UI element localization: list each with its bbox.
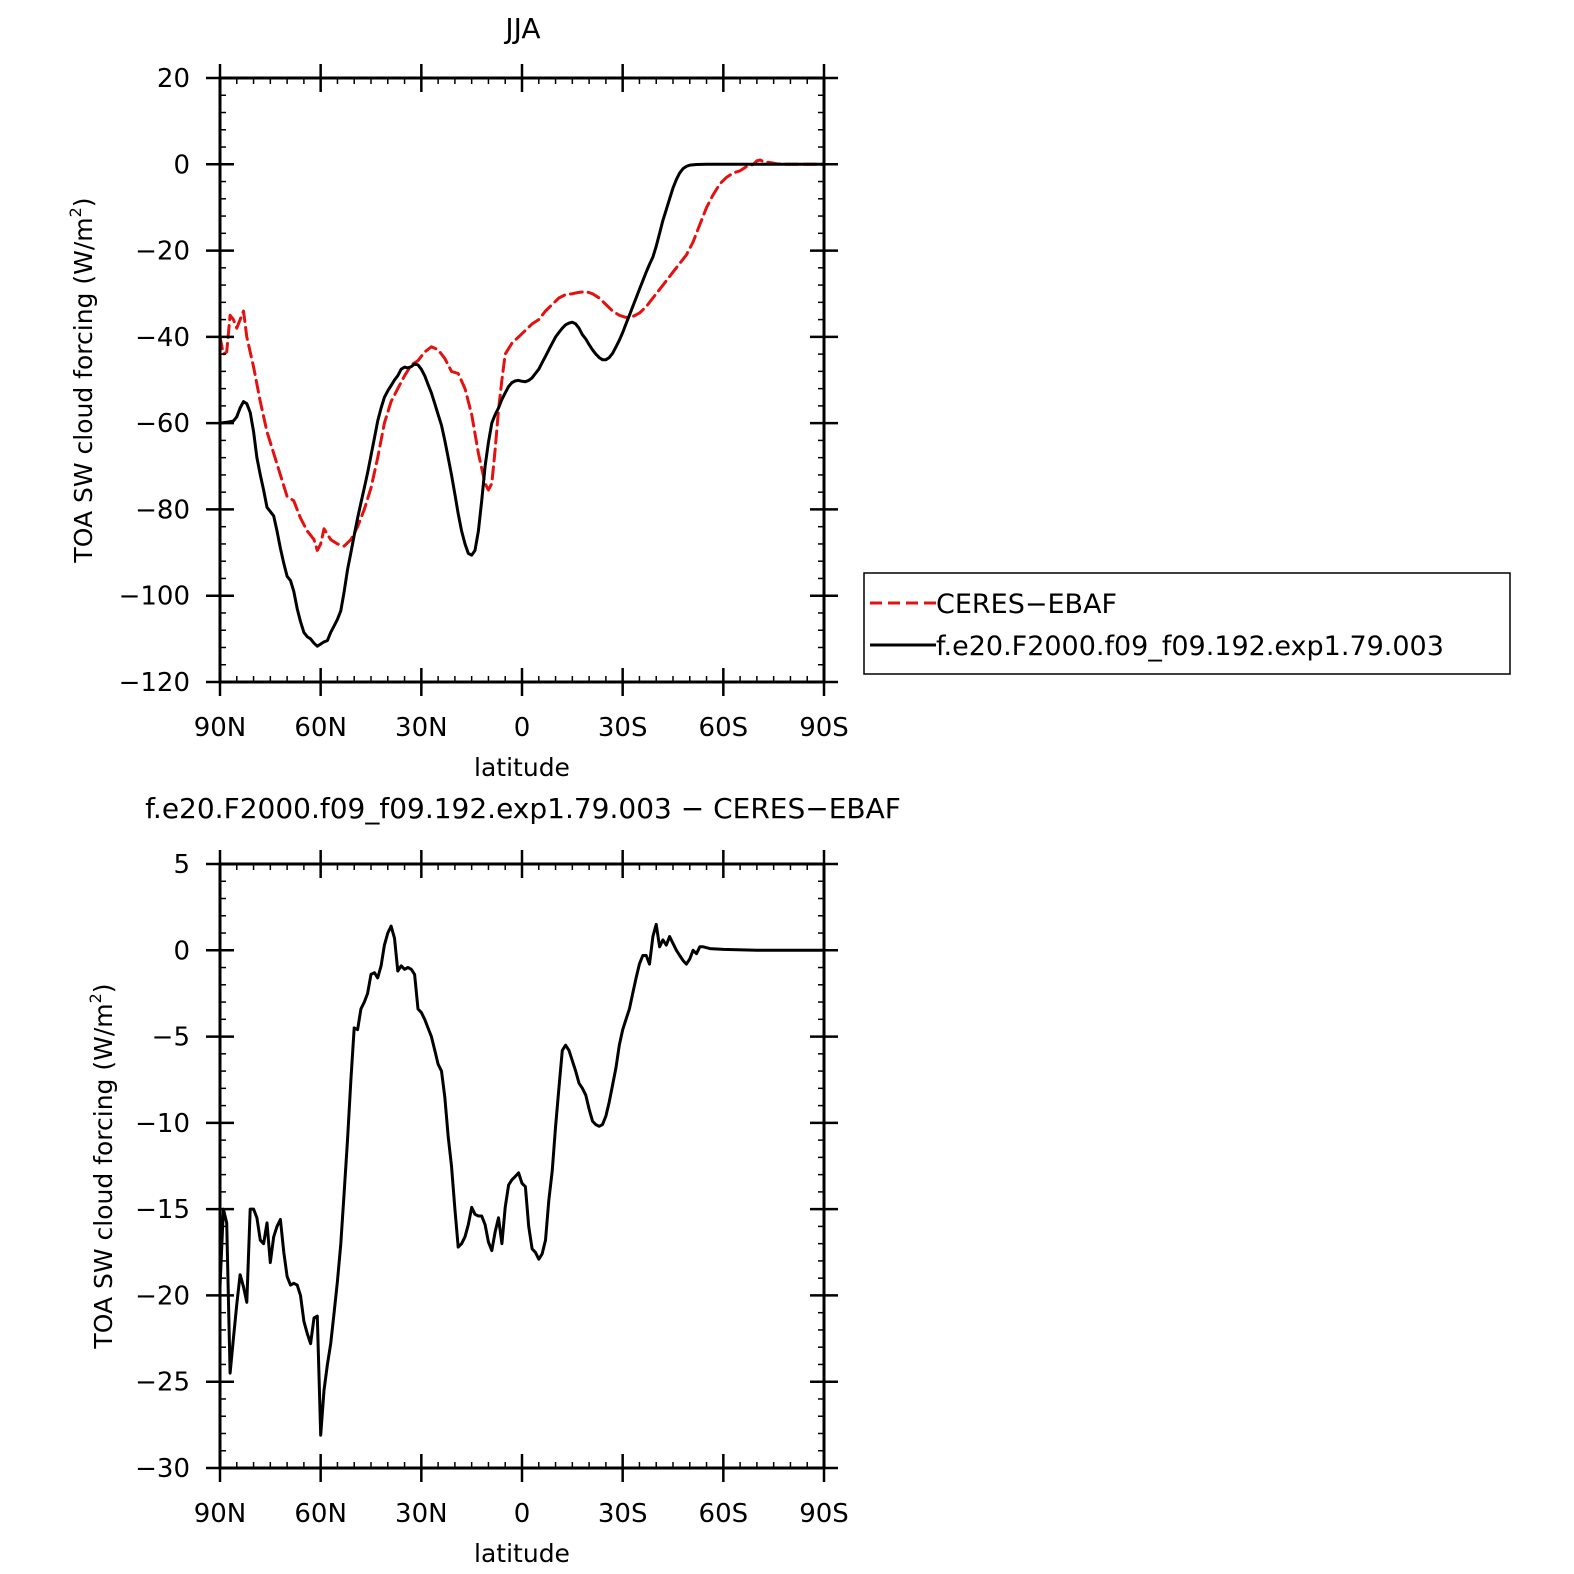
top-x-tick-label: 30S: [598, 713, 648, 743]
bottom-x-tick-label: 90S: [799, 1499, 849, 1529]
top-x-tick-labels: 90N 60N 30N 0 30S 60S 90S: [194, 713, 849, 743]
top-x-axis-title: latitude: [474, 753, 570, 782]
bottom-y-tick-label: −30: [135, 1454, 190, 1484]
bottom-y-axis-title-main: TOA SW cloud forcing (W/m: [89, 1003, 118, 1349]
bottom-y-tick-label: 5: [173, 850, 190, 880]
top-x-tick-label: 0: [514, 713, 531, 743]
top-y-axis-title-main: TOA SW cloud forcing (W/m: [69, 217, 98, 563]
top-y-tick-label: −100: [119, 582, 190, 612]
bottom-y-tick-label: −5: [152, 1023, 190, 1053]
bottom-y-tick-label: −15: [135, 1195, 190, 1225]
legend-label-model: f.e20.F2000.f09_f09.192.exp1.79.003: [936, 631, 1444, 662]
bottom-panel: f.e20.F2000.f09_f09.192.exp1.79.003 − CE…: [86, 792, 901, 1568]
top-y-axis-title-superscript: 2: [66, 207, 85, 217]
bottom-x-tick-label: 60N: [294, 1499, 347, 1529]
bottom-y-tick-labels: 5 0 −5 −10 −15 −20 −25 −30: [135, 850, 190, 1484]
top-series-group: [218, 158, 826, 648]
bottom-y-axis-title-superscript: 2: [86, 993, 105, 1003]
bottom-y-tick-label: −25: [135, 1368, 190, 1398]
bottom-plot-frame: [218, 862, 826, 1470]
bottom-series-group: [218, 922, 826, 1437]
top-series-line-1: [218, 162, 826, 648]
legend-box: [863, 572, 1511, 675]
top-series-line-0: [218, 158, 826, 552]
bottom-x-tick-label: 30S: [598, 1499, 648, 1529]
bottom-y-tick-label: −10: [135, 1109, 190, 1139]
legend: CERES−EBAF f.e20.F2000.f09_f09.192.exp1.…: [863, 572, 1511, 675]
top-y-tick-labels: 20 0 −20 −40 −60 −80 −100 −120: [119, 64, 190, 698]
top-y-tick-label: −60: [135, 409, 190, 439]
top-y-axis-title: TOA SW cloud forcing (W/m2): [66, 197, 98, 563]
top-y-tick-label: 0: [173, 150, 190, 180]
bottom-y-axis-title-suffix: ): [89, 983, 118, 993]
bottom-y-axis-title: TOA SW cloud forcing (W/m2): [86, 983, 118, 1349]
bottom-major-ticks: [206, 850, 838, 1482]
bottom-x-tick-label: 60S: [699, 1499, 749, 1529]
top-y-tick-label: −80: [135, 495, 190, 525]
bottom-x-tick-label: 90N: [194, 1499, 247, 1529]
top-x-tick-label: 30N: [395, 713, 448, 743]
top-y-tick-label: −40: [135, 323, 190, 353]
bottom-chart-title: f.e20.F2000.f09_f09.192.exp1.79.003 − CE…: [145, 792, 901, 825]
top-x-tick-label: 60S: [699, 713, 749, 743]
top-x-tick-label: 90N: [194, 713, 247, 743]
bottom-minor-ticks: [219, 863, 825, 1469]
bottom-y-tick-label: 0: [173, 936, 190, 966]
bottom-x-tick-labels: 90N 60N 30N 0 30S 60S 90S: [194, 1499, 849, 1529]
top-y-axis-title-suffix: ): [69, 197, 98, 207]
top-y-tick-label: 20: [157, 64, 190, 94]
top-x-tick-label: 60N: [294, 713, 347, 743]
bottom-series-line-0: [218, 922, 826, 1437]
bottom-x-tick-label: 30N: [395, 1499, 448, 1529]
top-plot-frame: [218, 76, 826, 684]
top-y-tick-label: −120: [119, 668, 190, 698]
bottom-x-tick-label: 0: [514, 1499, 531, 1529]
top-x-tick-label: 90S: [799, 713, 849, 743]
bottom-x-axis-title: latitude: [474, 1539, 570, 1568]
bottom-y-tick-label: −20: [135, 1281, 190, 1311]
top-panel: JJA 20 0 −20 −40 −60 −80 −100 −120 90N 60N 30N 0 30…: [66, 12, 1511, 782]
legend-label-ceres: CERES−EBAF: [936, 589, 1117, 620]
top-y-tick-label: −20: [135, 237, 190, 267]
top-chart-title: JJA: [503, 12, 540, 45]
